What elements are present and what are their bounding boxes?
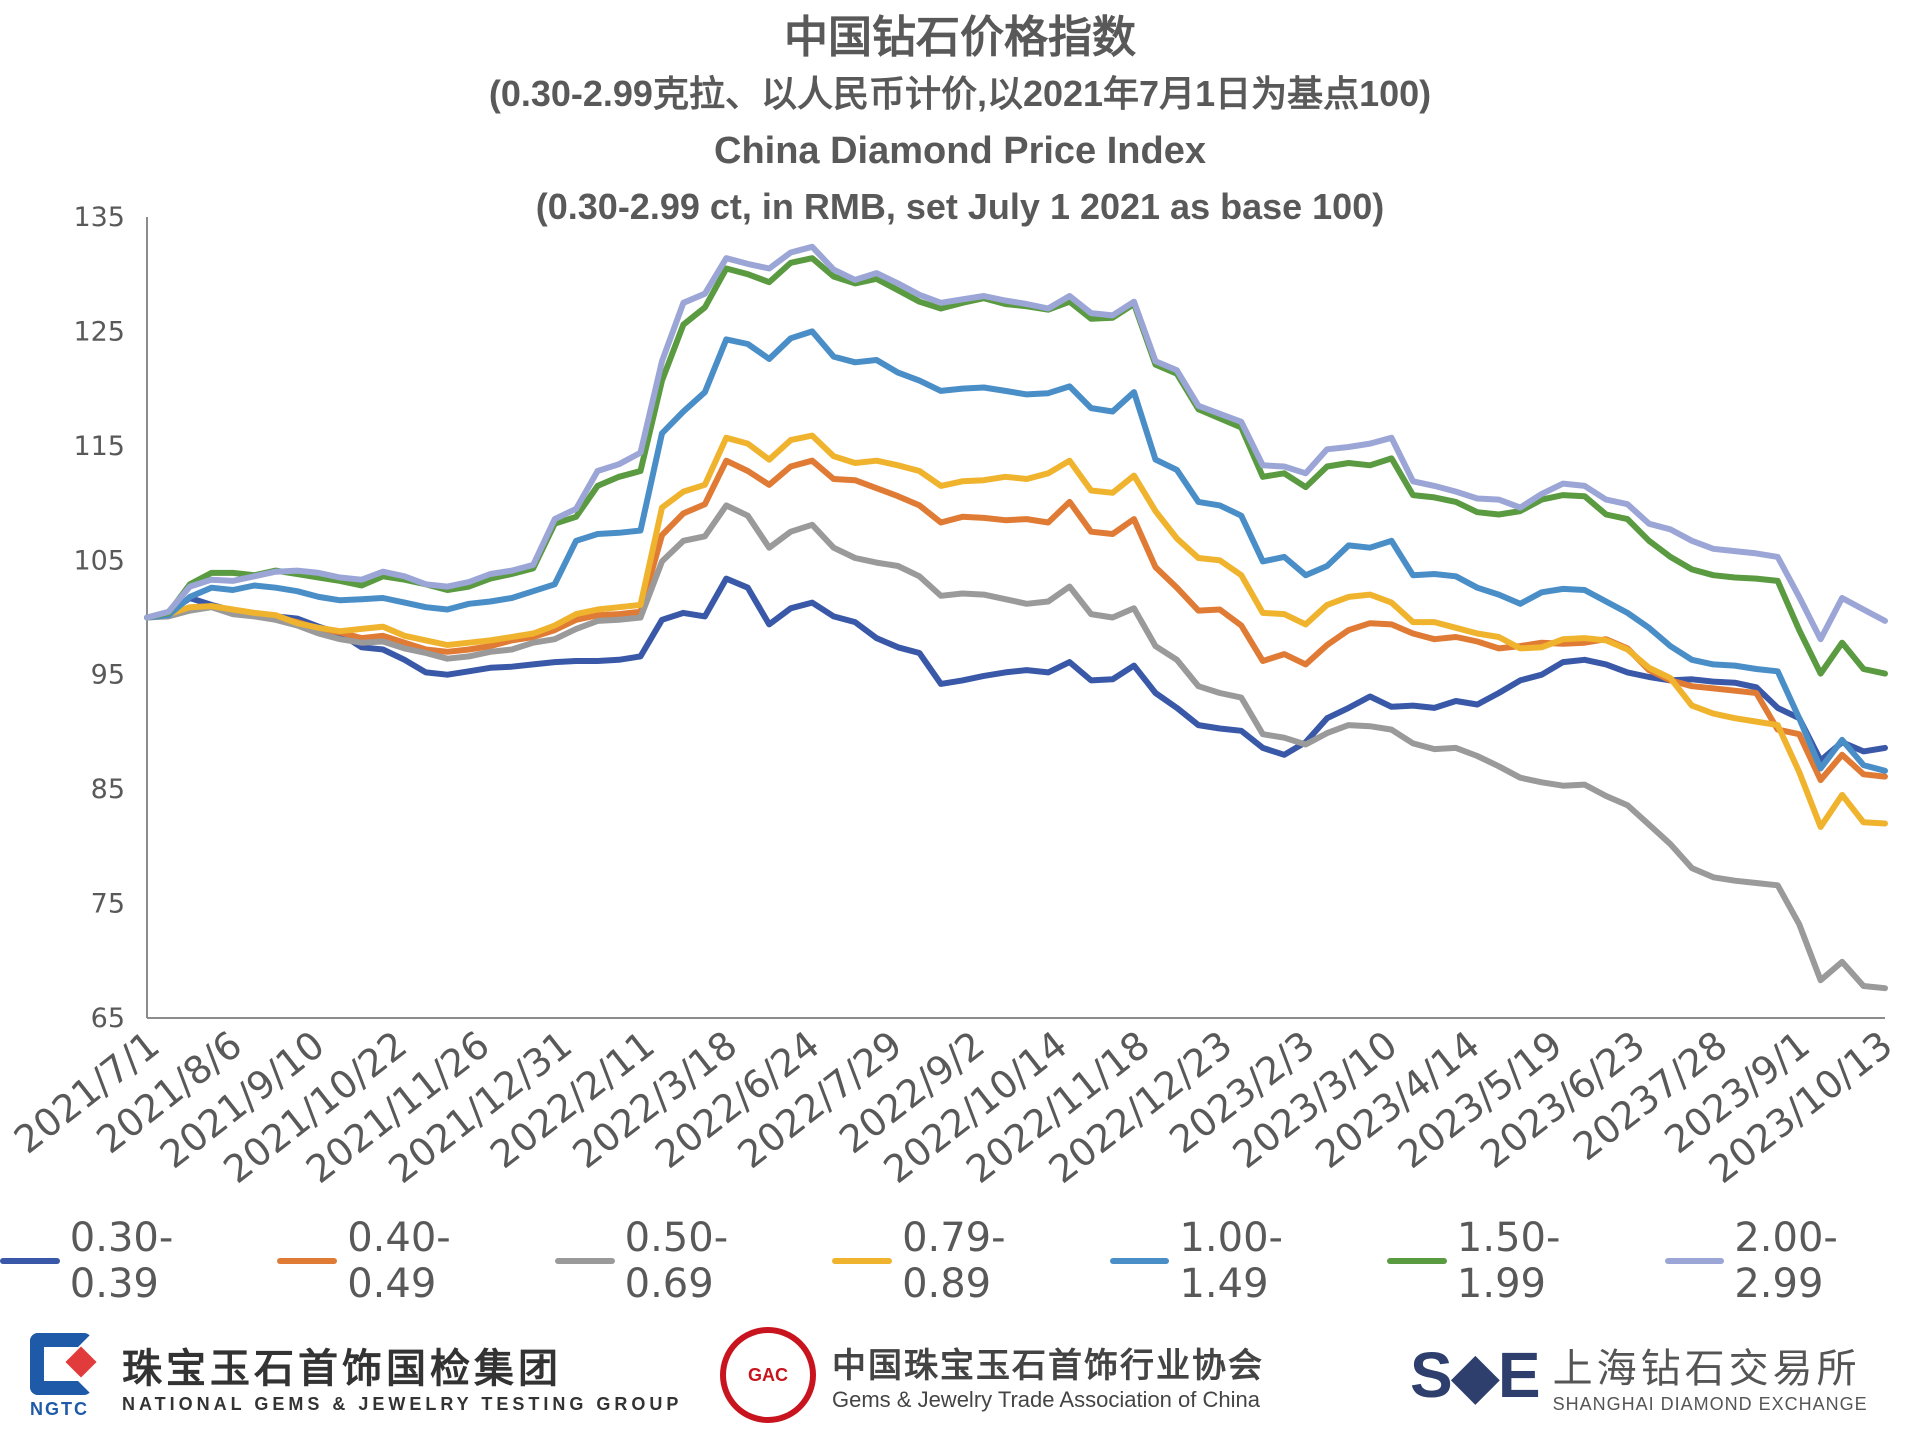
legend-swatch (1109, 1258, 1170, 1264)
chart-title-en: China Diamond Price Index (714, 130, 1206, 172)
chart-title: 中国钻石价格指数 (784, 13, 1136, 62)
sde-mark-icon: S◆E (1410, 1338, 1541, 1411)
legend-item: 0.79-0.89 (832, 1215, 1087, 1307)
legend-label: 0.50-0.69 (624, 1215, 729, 1307)
y-tick-label: 95 (91, 660, 125, 691)
chart-axes (146, 217, 1885, 1019)
legend-item: 0.40-0.49 (277, 1215, 532, 1307)
y-tick-label: 135 (73, 202, 125, 233)
gac-name-en: Gems & Jewelry Trade Association of Chin… (832, 1386, 1260, 1412)
legend-label: 1.50-1.99 (1456, 1215, 1561, 1307)
legend-label: 1.00-1.49 (1179, 1215, 1283, 1307)
legend-item: 2.00-2.99 (1664, 1215, 1920, 1307)
legend-item: 1.00-1.49 (1109, 1215, 1365, 1307)
legend-swatch (1664, 1258, 1725, 1264)
chart-legend: 0.30-0.39 0.40-0.49 0.50-0.69 0.79-0.89 1.00… (0, 1215, 1920, 1307)
y-tick-label: 105 (73, 545, 125, 576)
gac-mark-text: GAC (748, 1364, 788, 1385)
ngtc-name-en: NATIONAL GEMS & JEWELRY TESTING GROUP (122, 1393, 683, 1414)
series-line (144, 432, 1888, 830)
legend-label: 0.79-0.89 (902, 1215, 1006, 1307)
y-tick-labels: 135 125 115 105 95 85 75 65 (73, 202, 125, 1034)
ngtc-mark-icon: NGTC (30, 1329, 108, 1421)
legend-swatch (554, 1258, 615, 1264)
gac-logo: GAC 中国珠宝玉石首饰行业协会 Gems & Jewelry Trade As… (720, 1310, 1264, 1440)
series-line (144, 575, 1888, 764)
legend-label: 0.40-0.49 (347, 1215, 451, 1307)
legend-swatch (277, 1258, 338, 1264)
y-tick-label: 85 (91, 774, 125, 805)
ngtc-mark-text: NGTC (30, 1399, 89, 1419)
chart-subtitle-cn: (0.30-2.99克拉、以人民币计价,以2021年7月1日为基点100) (488, 73, 1432, 114)
sde-name-cn: 上海钻石交易所 (1552, 1346, 1861, 1391)
y-tick-label: 115 (73, 431, 125, 462)
y-tick-label: 125 (73, 316, 125, 347)
legend-label: 0.30-0.39 (69, 1215, 174, 1307)
chart-subtitle-en: (0.30-2.99 ct, in RMB, set July 1 2021 a… (535, 186, 1385, 227)
legend-item: 0.50-0.69 (554, 1215, 810, 1307)
y-tick-label: 75 (91, 889, 125, 920)
series-line (144, 243, 1888, 643)
legend-item: 1.50-1.99 (1387, 1215, 1642, 1307)
y-tick-label: 65 (91, 1003, 125, 1034)
gac-seal-icon: GAC (720, 1327, 816, 1423)
sde-logo: S◆E 上海钻石交易所 SHANGHAI DIAMOND EXCHANGE (1410, 1310, 1868, 1440)
gac-name-cn: 中国珠宝玉石首饰行业协会 (832, 1346, 1264, 1385)
legend-swatch (832, 1258, 893, 1264)
ngtc-logo: NGTC 珠宝玉石首饰国检集团 NATIONAL GEMS & JEWELRY … (30, 1310, 682, 1440)
series-line (144, 328, 1888, 774)
x-tick-labels: 2021/7/12021/8/62021/9/102021/10/222021/… (6, 1022, 1901, 1192)
ngtc-name-cn: 珠宝玉石首饰国检集团 (122, 1346, 562, 1391)
series-line (144, 502, 1888, 992)
legend-label: 2.00-2.99 (1734, 1215, 1838, 1307)
legend-swatch (0, 1258, 60, 1264)
series-line (144, 457, 1888, 783)
legend-item: 0.30-0.39 (0, 1215, 255, 1307)
chart-titles: 中国钻石价格指数 (0.30-2.99克拉、以人民币计价,以2021年7月1日为… (0, 10, 1920, 234)
legend-swatch (1387, 1258, 1447, 1264)
chart-series (144, 243, 1888, 992)
sde-name-en: SHANGHAI DIAMOND EXCHANGE (1552, 1393, 1868, 1414)
footer-logos: NGTC 珠宝玉石首饰国检集团 NATIONAL GEMS & JEWELRY … (0, 1310, 1920, 1440)
